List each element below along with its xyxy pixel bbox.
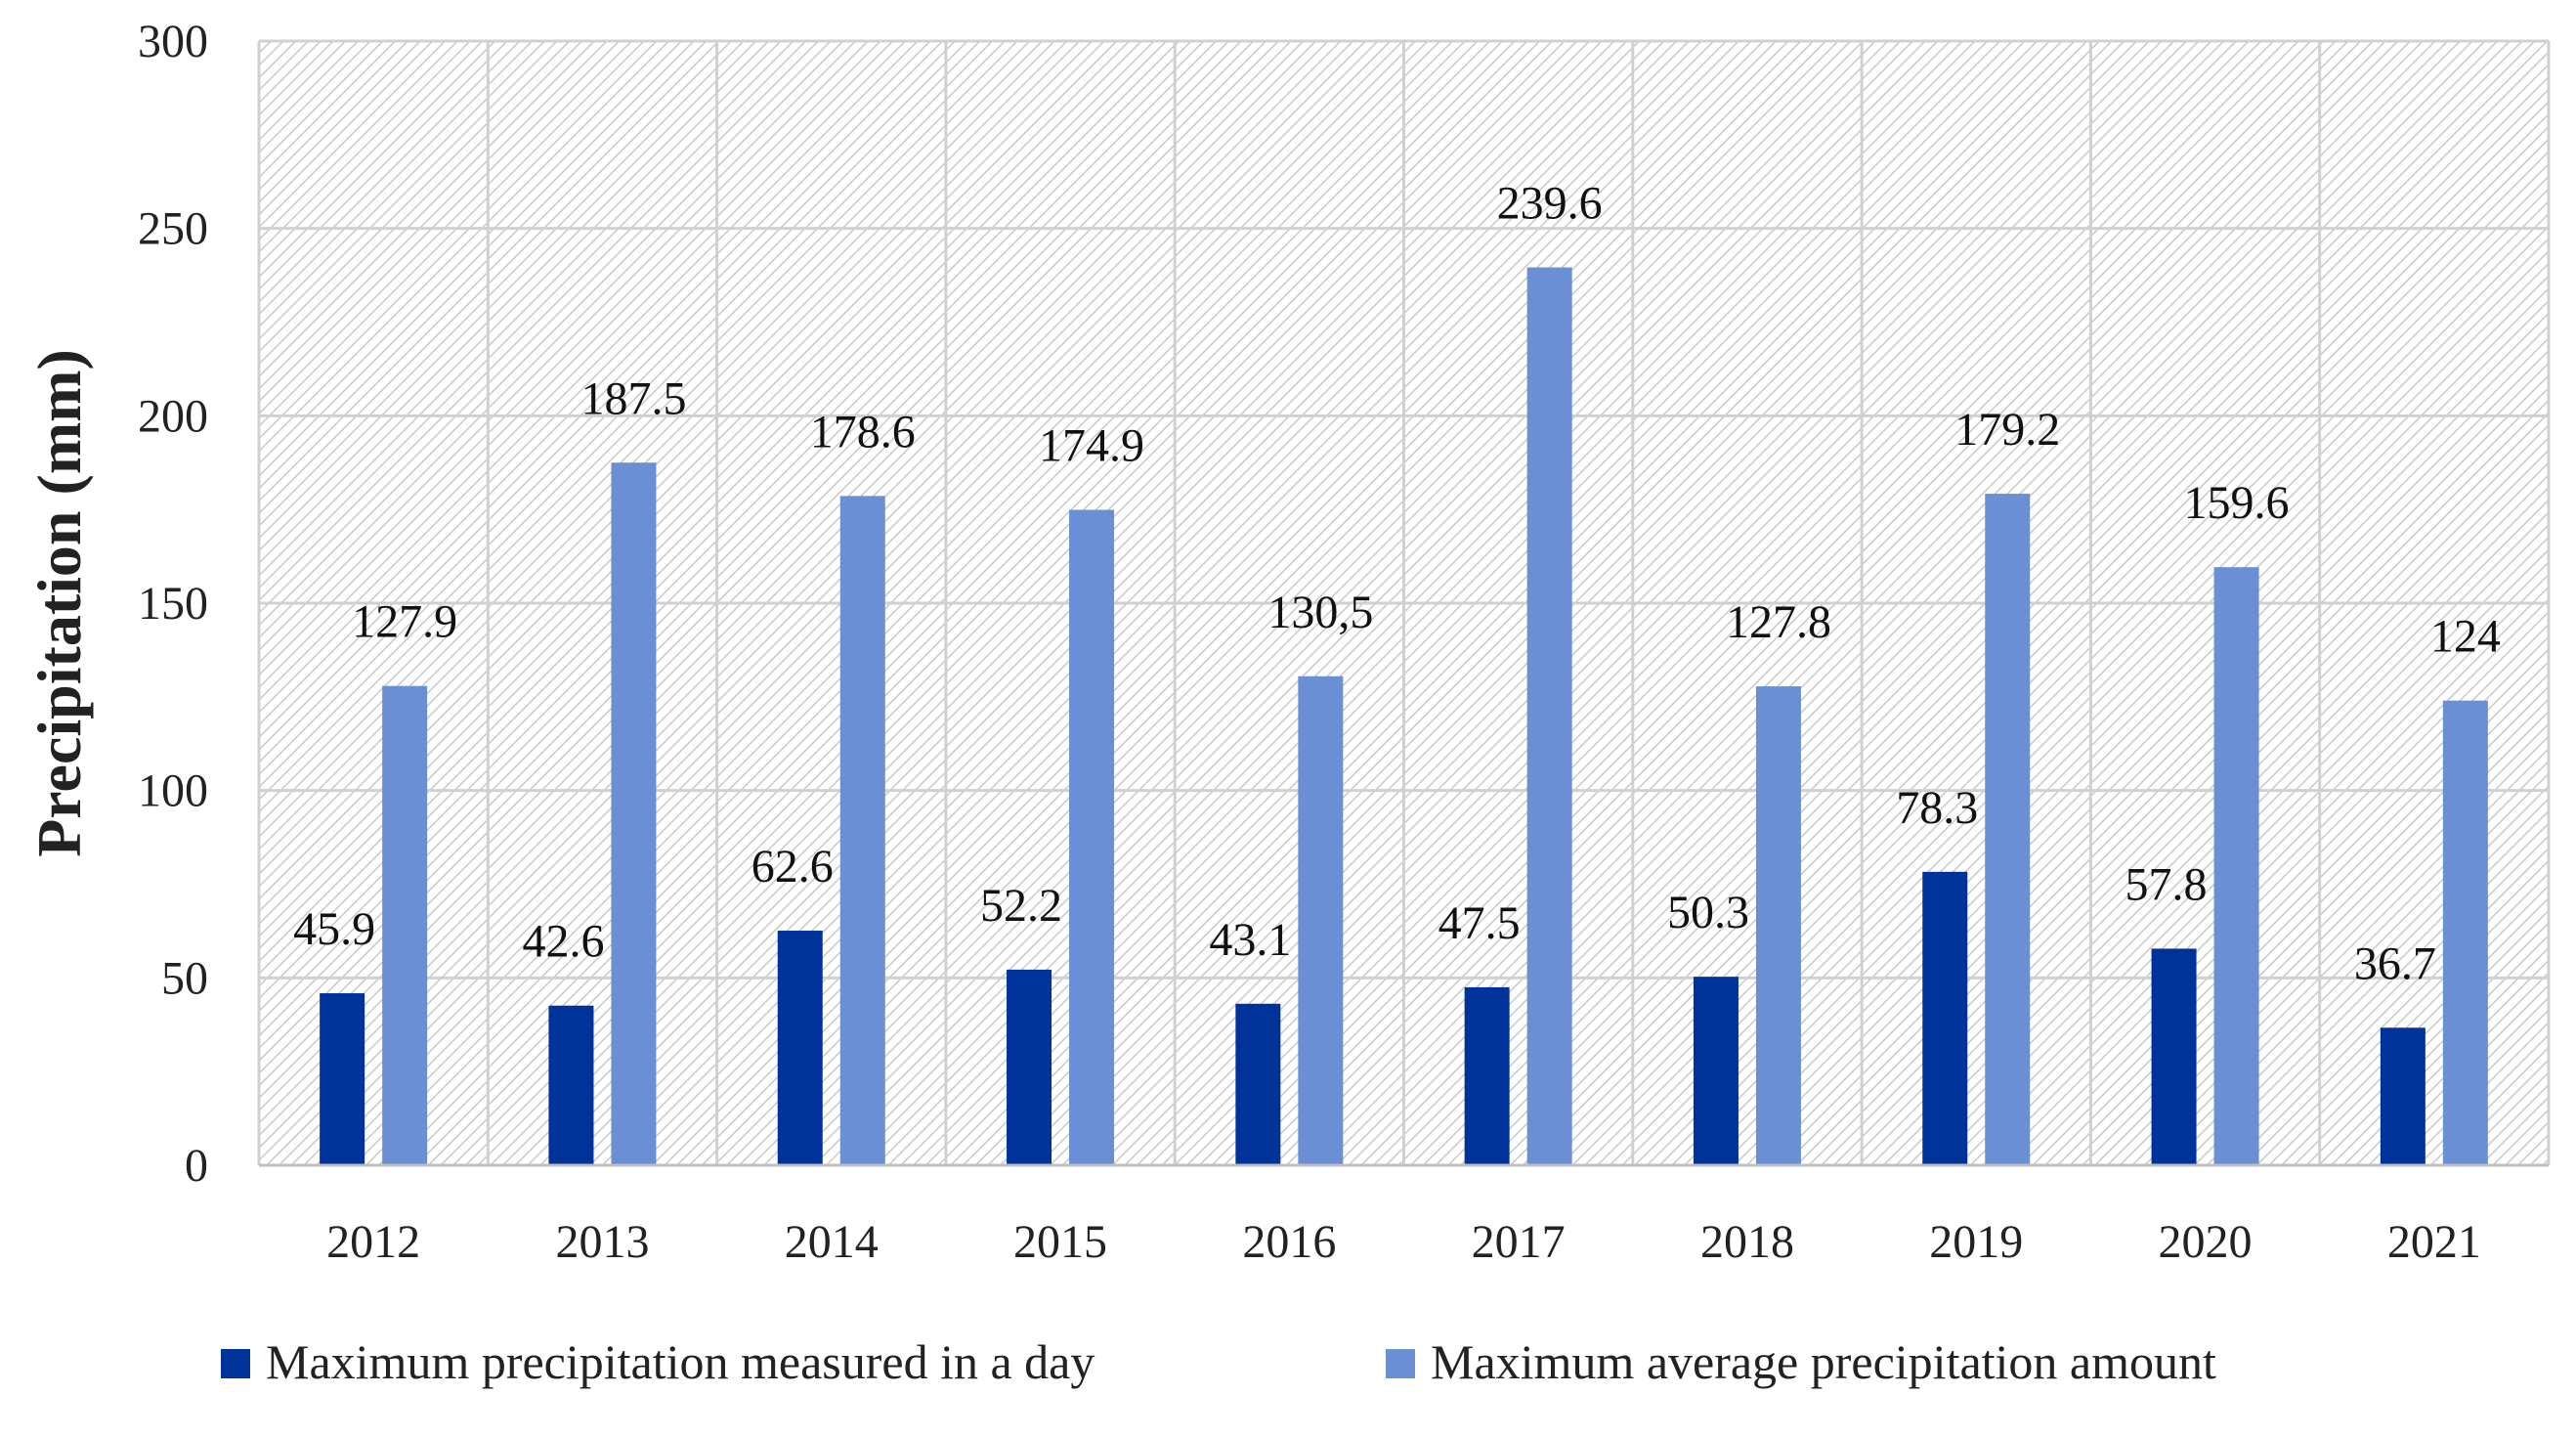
data-label-max-day-2018: 50.3 (1667, 887, 1749, 938)
bar-max-avg-2015 (1069, 509, 1115, 1165)
bar-max-day-2020 (2151, 948, 2197, 1165)
x-tick-label-2020: 2020 (2159, 1216, 2253, 1268)
data-label-max-day-2014: 62.6 (751, 841, 834, 893)
bar-max-avg-2017 (1526, 267, 1572, 1165)
x-tick-label-2017: 2017 (1472, 1216, 1566, 1268)
data-label-max-day-2021: 36.7 (2354, 937, 2436, 989)
bars (320, 267, 2488, 1166)
bar-max-day-2017 (1464, 986, 1510, 1165)
data-label-max-day-2013: 42.6 (522, 916, 604, 968)
bar-max-avg-2020 (2213, 567, 2259, 1165)
x-tick-label-2015: 2015 (1013, 1216, 1107, 1268)
x-tick-label-2021: 2021 (2387, 1216, 2481, 1268)
y-tick-label-50: 50 (161, 952, 208, 1004)
data-label-max-day-2017: 47.5 (1438, 897, 1521, 949)
bar-max-day-2015 (1007, 969, 1052, 1165)
x-tick-label-2016: 2016 (1242, 1216, 1336, 1268)
y-tick-label-100: 100 (138, 765, 208, 817)
axes: 0 50 100 150 200 250 300 2012 2013 2014 2015 2016 20… (138, 16, 2549, 1268)
data-label-max-avg-2012: 127.9 (352, 596, 457, 648)
bar-max-day-2014 (777, 931, 823, 1165)
data-labels: 45.9 42.6 62.6 52.2 43.1 47.5 50.3 78.3 57.8 36.7… (293, 178, 2501, 990)
bar-max-avg-2016 (1298, 675, 1344, 1165)
legend: Maximum precipitation measured in a day M… (221, 1334, 2216, 1389)
data-label-max-day-2019: 78.3 (1896, 782, 1978, 834)
data-label-max-avg-2015: 174.9 (1039, 420, 1144, 472)
legend-swatch-max-avg (1386, 1349, 1415, 1378)
bar-max-avg-2018 (1755, 686, 1801, 1165)
data-label-max-avg-2020: 159.6 (2184, 477, 2290, 529)
data-label-max-avg-2017: 239.6 (1497, 178, 1603, 230)
bar-max-day-2013 (548, 1005, 594, 1165)
x-tick-label-2014: 2014 (785, 1216, 879, 1268)
bar-max-avg-2012 (382, 685, 428, 1165)
legend-label-max-avg: Maximum average precipitation amount (1431, 1334, 2216, 1389)
legend-swatch-max-day (221, 1349, 250, 1378)
bar-max-avg-2014 (839, 496, 885, 1165)
x-tick-label-2012: 2012 (326, 1216, 420, 1268)
y-tick-label-200: 200 (138, 390, 208, 442)
legend-item-max-day: Maximum precipitation measured in a day (221, 1334, 1095, 1389)
data-label-max-day-2015: 52.2 (980, 880, 1062, 932)
bar-max-day-2018 (1693, 977, 1739, 1165)
bar-max-avg-2019 (1985, 494, 2031, 1166)
y-tick-label-300: 300 (138, 16, 208, 67)
data-label-max-avg-2016: 130,5 (1267, 587, 1373, 638)
bar-max-day-2012 (320, 993, 365, 1165)
x-tick-label-2019: 2019 (1929, 1216, 2023, 1268)
y-tick-label-0: 0 (185, 1140, 208, 1192)
y-axis-title: Precipitation (mm) (24, 349, 94, 857)
bar-max-day-2019 (1922, 871, 1968, 1165)
y-tick-label-250: 250 (138, 203, 208, 255)
data-label-max-day-2020: 57.8 (2125, 858, 2208, 910)
data-label-max-avg-2019: 179.2 (1954, 404, 2060, 456)
legend-label-max-day: Maximum precipitation measured in a day (266, 1334, 1095, 1389)
data-label-max-day-2012: 45.9 (293, 903, 375, 955)
x-tick-label-2013: 2013 (555, 1216, 649, 1268)
bar-max-day-2016 (1235, 1003, 1281, 1165)
data-label-max-day-2016: 43.1 (1209, 914, 1291, 966)
bar-max-avg-2021 (2442, 700, 2488, 1165)
legend-item-max-avg: Maximum average precipitation amount (1386, 1334, 2216, 1389)
bar-max-avg-2013 (611, 462, 657, 1165)
data-label-max-avg-2014: 178.6 (810, 406, 916, 458)
data-label-max-avg-2013: 187.5 (580, 372, 686, 424)
data-label-max-avg-2018: 127.8 (1726, 596, 1831, 648)
data-label-max-avg-2021: 124 (2430, 611, 2501, 663)
bar-max-day-2021 (2380, 1027, 2426, 1165)
x-tick-label-2018: 2018 (1700, 1216, 1794, 1268)
y-tick-label-150: 150 (138, 578, 208, 630)
